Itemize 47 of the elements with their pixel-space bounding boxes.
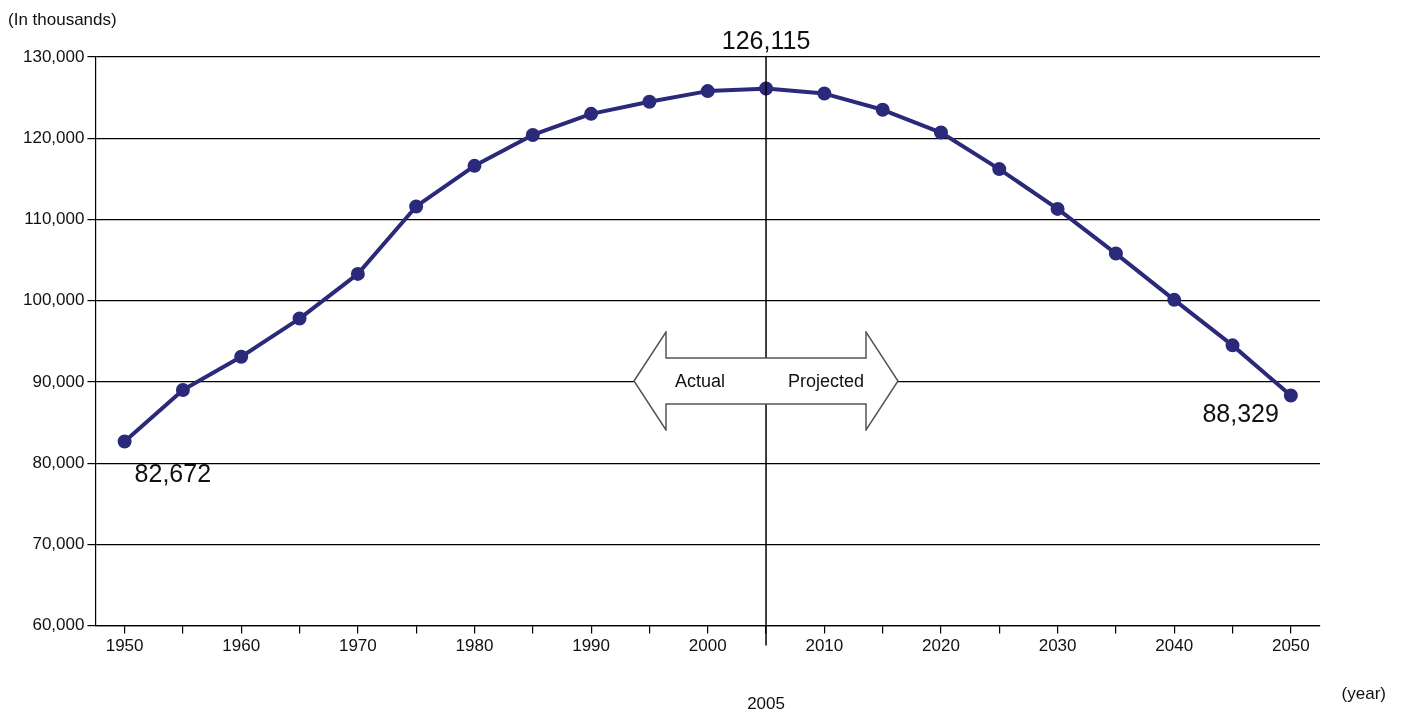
- point: [875, 102, 890, 117]
- point: [525, 127, 540, 142]
- data-label: 126,115: [721, 26, 811, 55]
- point: [1283, 388, 1298, 403]
- y-tick-label: 60,000: [32, 615, 85, 635]
- point: [817, 86, 832, 101]
- x-tick-label: 1960: [222, 636, 261, 656]
- point: [467, 158, 482, 173]
- x-tick-label: 2030: [1038, 636, 1077, 656]
- point: [1167, 292, 1182, 307]
- x-tick-label: 2020: [922, 636, 960, 656]
- y-tick-label: 130,000: [23, 46, 85, 66]
- point: [1108, 246, 1123, 261]
- data-label: 88,329: [1202, 399, 1279, 428]
- y-tick-label: 70,000: [32, 534, 85, 554]
- x-tick-label: 2010: [805, 636, 844, 656]
- point: [1225, 338, 1240, 353]
- x-tick-label: 1980: [455, 636, 494, 656]
- point: [1050, 201, 1065, 216]
- y-tick-label: 100,000: [23, 290, 85, 310]
- x-tick-label: 1990: [572, 636, 611, 656]
- y-axis-title: (In thousands): [8, 10, 117, 30]
- point: [292, 311, 307, 326]
- point: [234, 349, 249, 364]
- x-tick-label: 2050: [1271, 636, 1310, 656]
- point: [350, 266, 365, 281]
- x-tick-label: 2040: [1155, 636, 1194, 656]
- y-tick-label: 110,000: [24, 209, 85, 229]
- annotation: Projected: [788, 370, 865, 392]
- point: [933, 125, 948, 140]
- point: [642, 94, 657, 109]
- x-axis-title: (year): [1341, 683, 1386, 704]
- x-tick-label: 1950: [105, 636, 144, 656]
- data-label: 82,672: [134, 459, 212, 488]
- annotation: Actual: [675, 370, 726, 392]
- point: [409, 199, 424, 214]
- point: [584, 106, 599, 121]
- x-tick-label: 1970: [338, 636, 377, 656]
- y-tick-label: 80,000: [32, 452, 85, 472]
- point: [700, 84, 715, 99]
- y-tick-label: 90,000: [32, 371, 85, 391]
- ref-line-label: 2005: [747, 693, 785, 710]
- point: [175, 383, 190, 398]
- point: [992, 162, 1007, 177]
- y-tick-label: 120,000: [23, 127, 85, 147]
- point: [117, 434, 132, 449]
- x-tick-label: 2000: [688, 636, 727, 656]
